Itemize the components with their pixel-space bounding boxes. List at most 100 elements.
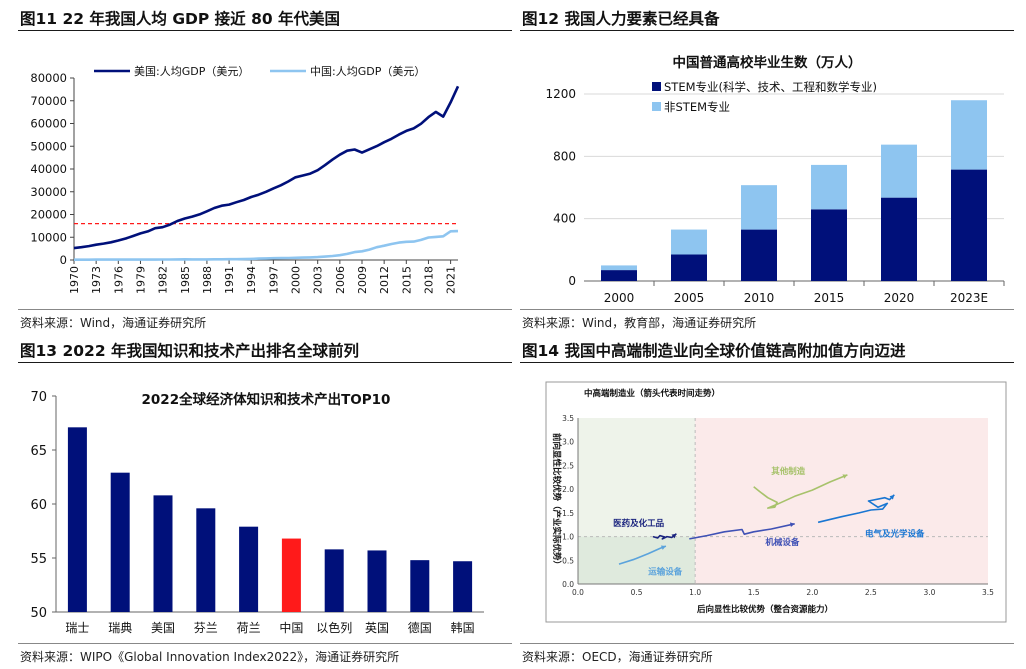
x-tick-label: 瑞典	[108, 621, 132, 635]
chart-title: 2022全球经济体知识和技术产出TOP10	[142, 391, 391, 408]
x-tick-label: 2023E	[950, 291, 988, 305]
bar-stem	[881, 197, 917, 281]
gdp-line-chart: 0 10000 20000 30000 40000 50000 60000 70000 8000…	[30, 65, 460, 294]
source-note: 资料来源：Wind，海通证券研究所	[20, 316, 207, 330]
bar-non-stem	[671, 229, 707, 255]
x-tick-label: 英国	[365, 621, 389, 635]
legend-label: 非STEM专业	[664, 100, 730, 114]
x-tick-label: 荷兰	[237, 621, 261, 635]
bar-4	[239, 526, 259, 612]
legend-label: 中国:人均GDP（美元）	[310, 65, 425, 78]
trajectory-arrow-1	[789, 522, 795, 528]
bar-non-stem	[601, 265, 637, 271]
y-tick-label: 3.0	[562, 438, 574, 447]
x-tick-label: 2015	[400, 266, 413, 294]
x-tick-label: 2005	[674, 291, 705, 305]
y-tick-label: 30000	[30, 185, 67, 199]
y-tick-label: 2.5	[562, 461, 574, 470]
x-tick-label: 2020	[884, 291, 915, 305]
x-tick-label: 瑞士	[65, 621, 89, 635]
x-tick-label: 2015	[814, 291, 845, 305]
quadrant-bottom-right	[695, 536, 988, 584]
panel-gdp: 图11 22 年我国人均 GDP 接近 80 年代美国 0 10000 20000 3…	[18, 8, 512, 330]
panel-title: 图12 我国人力要素已经具备	[520, 8, 1014, 31]
y-tick-label: 20000	[30, 208, 67, 222]
y-tick-label: 40000	[30, 162, 67, 176]
divider	[520, 309, 1014, 310]
legend-swatch	[652, 102, 661, 111]
series-label: 其他制造	[771, 466, 806, 477]
panel-title: 图13 2022 年我国知识和技术产出排名全球前列	[18, 340, 512, 363]
x-tick-label: 以色列	[316, 621, 352, 635]
x-tick-label: 3.5	[982, 588, 994, 597]
y-tick-label: 0	[60, 253, 67, 267]
bar-non-stem	[811, 164, 847, 210]
bar-6	[324, 549, 344, 612]
chart-title: 中高端制造业（箭头代表时间走势）	[584, 388, 720, 399]
quadrant-top-left	[578, 418, 696, 537]
y-tick-label: 0	[568, 274, 576, 288]
bar-stem	[671, 254, 707, 281]
bar-7	[367, 550, 387, 612]
bar-stem	[811, 209, 847, 281]
legend-swatch	[652, 82, 661, 91]
x-tick-label: 中国	[279, 620, 303, 635]
x-axis-label: 后向显性比较优势（整合资源能力）	[697, 604, 833, 615]
source-note: 资料来源：OECD，海通证券研究所	[522, 650, 713, 664]
series-line-cn	[74, 229, 459, 261]
x-tick-label: 2000	[604, 291, 635, 305]
bar-0	[67, 427, 87, 612]
series-line-us	[73, 85, 460, 250]
knowledge-bar-chart: 2022全球经济体知识和技术产出TOP10 50 55 60 65 70 瑞士 瑞典 美国 芬兰 荷…	[30, 390, 484, 635]
manufacturing-trajectory-chart: 0.0 0.5 1.0 1.5 2.0 2.5 3.0 3.5 0.0 0.5 1.0 1.5 2.0 2…	[545, 381, 1007, 623]
y-axis-label: 前向显性比较优势（产业实际优势）	[551, 433, 562, 569]
trajectory-arrow-2	[889, 494, 895, 500]
x-tick-label: 1988	[201, 266, 214, 294]
trajectory-arrow-0	[671, 533, 677, 539]
y-tick-label: 50000	[30, 139, 67, 153]
x-tick-label: 美国	[151, 621, 175, 635]
y-tick-label: 80000	[30, 71, 67, 85]
x-tick-label: 1991	[223, 266, 236, 294]
x-tick-label: 2003	[312, 266, 325, 294]
panel-title: 图14 我国中高端制造业向全球价值链高附加值方向迈进	[520, 340, 1014, 363]
trajectory-0	[652, 533, 677, 540]
x-tick-label: 1985	[179, 266, 192, 294]
trajectory-4	[753, 474, 848, 509]
bar-non-stem	[741, 185, 777, 230]
bar-8	[410, 560, 430, 612]
bar-non-stem	[881, 144, 917, 198]
x-tick-label: 1.0	[689, 588, 701, 597]
y-tick-label: 1200	[545, 87, 576, 101]
x-tick-label: 1976	[112, 266, 125, 294]
trajectory-arrow-3	[660, 545, 666, 550]
trajectory-1	[689, 523, 795, 540]
series-label: 电气及光学设备	[865, 529, 925, 540]
divider	[18, 643, 512, 644]
y-tick-label: 400	[553, 212, 576, 226]
bar-1	[110, 472, 130, 612]
x-tick-label: 0.5	[631, 588, 643, 597]
x-tick-label: 0.0	[572, 588, 584, 597]
y-tick-label: 60000	[30, 117, 67, 131]
x-tick-label: 1982	[157, 266, 170, 294]
x-tick-label: 芬兰	[194, 621, 218, 635]
x-tick-label: 3.0	[923, 588, 935, 597]
source-note: 资料来源：WIPO《Global Innovation Index2022》，海…	[20, 650, 400, 664]
x-tick-label: 2.5	[865, 588, 877, 597]
y-tick-label: 55	[30, 552, 47, 567]
bar-5	[281, 538, 301, 612]
x-tick-label: 1979	[134, 266, 147, 294]
x-tick-label: 韩国	[451, 620, 475, 635]
divider	[520, 643, 1014, 644]
x-tick-label: 2006	[334, 266, 347, 294]
y-tick-label: 60	[30, 498, 47, 513]
bar-non-stem	[951, 100, 987, 170]
x-tick-label: 2018	[422, 266, 435, 294]
bar-2	[153, 495, 173, 612]
series-label: 运输设备	[648, 567, 683, 578]
divider	[18, 309, 512, 310]
y-tick-label: 800	[553, 149, 576, 163]
y-tick-label: 70	[30, 390, 47, 405]
panel-title: 图11 22 年我国人均 GDP 接近 80 年代美国	[18, 8, 512, 31]
